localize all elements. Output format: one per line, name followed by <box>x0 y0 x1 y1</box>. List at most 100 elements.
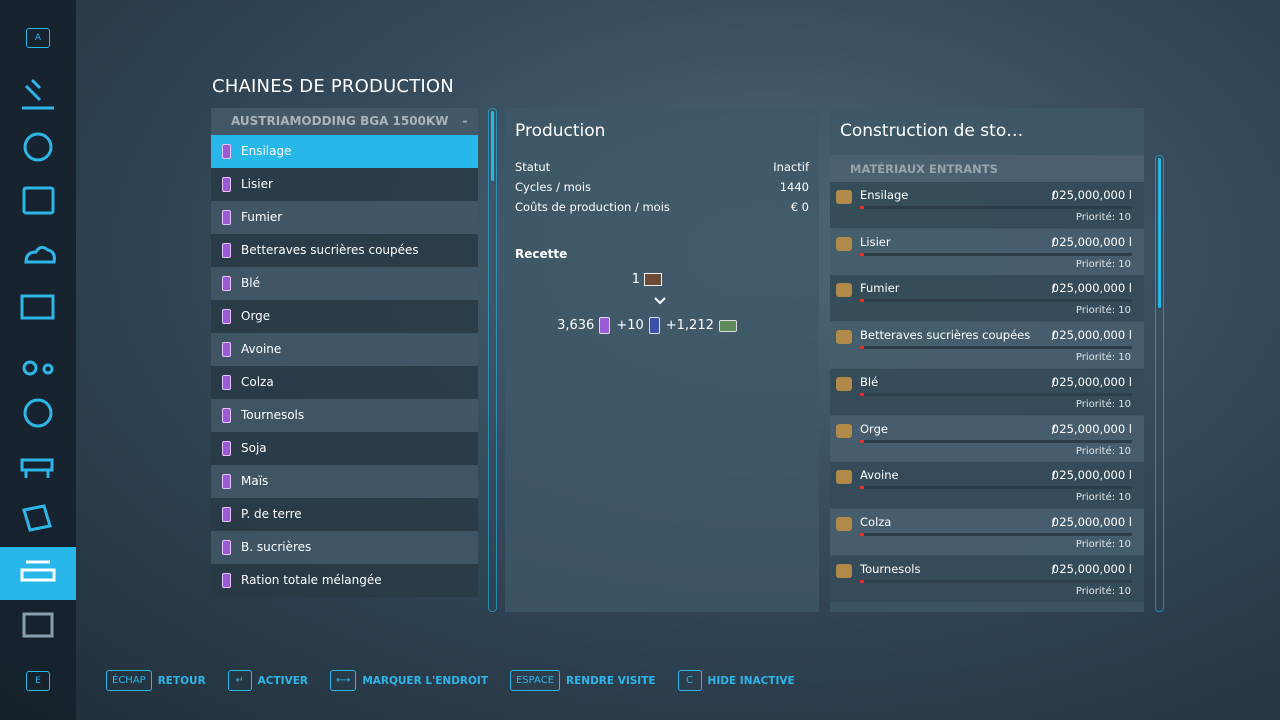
storage-capacity: / 25,000,000 l <box>1051 421 1132 436</box>
list-header: AUSTRIAMODDING BGA 1500KW- II <box>211 108 478 155</box>
storage-priority: Priorité: 10 <box>1075 445 1131 457</box>
icon-stats[interactable] <box>20 294 55 320</box>
storage-name: Ensilage <box>860 188 909 202</box>
icon-animals[interactable] <box>20 458 54 478</box>
key-hint: ESPACE <box>510 670 561 691</box>
storage-icon <box>836 190 852 204</box>
list-item[interactable]: Tournesols <box>211 399 478 432</box>
item-icon <box>222 507 231 522</box>
icon-weather[interactable] <box>24 245 56 264</box>
fill-bar <box>860 579 1132 583</box>
item-icon <box>222 243 231 258</box>
storage-priority: Priorité: 10 <box>1075 305 1131 317</box>
key-hint: ÉCHAP <box>106 670 152 691</box>
storage-amount: 0 <box>1051 188 1059 202</box>
button-label: ACTIVER <box>257 674 308 687</box>
fill-bar <box>860 532 1132 536</box>
scrollbar[interactable] <box>1155 155 1164 612</box>
fill-level <box>860 532 864 536</box>
recipe-inputs: 3,636 +10 +1,212 <box>505 317 819 334</box>
storage-capacity: / 25,000,000 l <box>1051 514 1132 529</box>
storage-icon <box>836 563 852 578</box>
storage-capacity: / 25,000,000 l <box>1051 374 1132 389</box>
storage-amount: 0 <box>1051 234 1059 249</box>
storage-amount: 0 <box>1051 514 1059 529</box>
list-item[interactable]: Blé <box>211 267 478 300</box>
storage-priority: Priorité: 10 <box>1075 212 1131 223</box>
footer-button[interactable]: ↵ ACTIVER <box>227 668 308 693</box>
item-icon <box>222 375 231 390</box>
item-icon <box>222 573 231 588</box>
item-icon <box>222 540 231 555</box>
list-item[interactable]: Lisier <box>211 168 478 201</box>
storage-capacity: / 25,000,000 l <box>1051 328 1132 343</box>
output-amount: 1 <box>631 272 641 287</box>
storage-amount: 0 <box>1051 468 1059 483</box>
list-item[interactable]: Maïs <box>211 465 478 498</box>
list-item[interactable]: B. sucrières <box>211 531 478 564</box>
fill-level <box>860 252 864 256</box>
item-icon <box>222 210 231 225</box>
button-label: MARQUER L'ENDROIT <box>362 674 488 687</box>
footer-button[interactable]: ÉCHAP RETOUR <box>106 668 206 693</box>
storage-name: Orge <box>860 421 888 436</box>
item-icon <box>222 177 231 192</box>
icon-production[interactable] <box>20 560 56 582</box>
list-item[interactable]: P. de terre <box>211 498 478 531</box>
input-amount: +10 <box>616 318 644 333</box>
fill-bar <box>860 392 1132 396</box>
active-tab[interactable] <box>0 547 76 600</box>
storage-icon <box>836 376 852 391</box>
icon-finance[interactable] <box>23 398 53 428</box>
item-label: Colza <box>241 375 274 389</box>
footer-button[interactable]: ⟷ MARQUER L'ENDROIT <box>329 668 488 693</box>
list-item[interactable]: Avoine <box>211 333 478 366</box>
list-item[interactable]: Colza <box>211 366 478 399</box>
footer-button[interactable]: ESPACE RENDRE VISITE <box>510 668 656 693</box>
storage-icon <box>836 470 852 485</box>
item-label: P. de terre <box>241 507 302 521</box>
storage-amount: 0 <box>1051 421 1059 436</box>
recipe-output: 1 <box>505 272 819 287</box>
key-hint: E <box>26 671 50 691</box>
storage-item: Colza 0/ 25,000,000 l Priorité: 10 <box>830 508 1144 555</box>
storage-name: Avoine <box>860 468 899 483</box>
item-label: Ensilage <box>241 144 292 158</box>
list-item[interactable]: Ration totale mélangée <box>211 564 478 597</box>
icon-wheel[interactable] <box>23 132 53 162</box>
button-label: RENDRE VISITE <box>566 674 656 687</box>
storage-capacity: / 25,000,000 l <box>1051 281 1132 296</box>
storage-name: Blé <box>860 374 879 389</box>
storage-amount: 0 <box>1051 374 1059 389</box>
icon-help[interactable] <box>22 612 54 638</box>
list-item[interactable]: Ensilage <box>211 135 478 168</box>
scrollbar[interactable] <box>488 108 497 612</box>
storage-name: Colza <box>860 514 892 529</box>
icon-contracts[interactable] <box>22 504 52 532</box>
row-label: Cycles / mois <box>515 180 592 194</box>
storage-item: Avoine 0/ 25,000,000 l Priorité: 10 <box>830 462 1144 509</box>
input-icon <box>599 317 611 334</box>
list-header-name: AUSTRIAMODDING BGA 1500KW <box>231 114 449 128</box>
storage-icon <box>836 423 852 438</box>
row-label: Statut <box>515 160 551 174</box>
production-list: AUSTRIAMODDING BGA 1500KW- II Ensilage Li… <box>211 108 478 612</box>
icon-calendar[interactable] <box>22 186 55 215</box>
fill-bar <box>860 252 1132 256</box>
input-amount: 3,636 <box>557 318 595 333</box>
list-item[interactable]: Soja <box>211 432 478 465</box>
list-item[interactable]: Orge <box>211 300 478 333</box>
section-header: MATÉRIAUX ENTRANTS <box>830 155 1144 182</box>
icon-tractor[interactable] <box>22 360 38 376</box>
footer-button[interactable]: C HIDE INACTIVE <box>677 668 795 693</box>
key-hint: C <box>677 670 702 691</box>
icon-satellite[interactable] <box>22 78 54 110</box>
list-item[interactable]: Fumier <box>211 201 478 234</box>
list-item[interactable]: Betteraves sucrières coupées <box>211 234 478 267</box>
storage-priority: Priorité: 10 <box>1075 585 1131 597</box>
fill-level <box>860 579 864 583</box>
recipe-arrow <box>654 297 666 305</box>
storage-name: Tournesols <box>860 561 921 576</box>
recipe-title: Recette <box>515 247 568 261</box>
storage-item: Tournesols 0/ 25,000,000 l Priorité: 10 <box>830 555 1144 602</box>
